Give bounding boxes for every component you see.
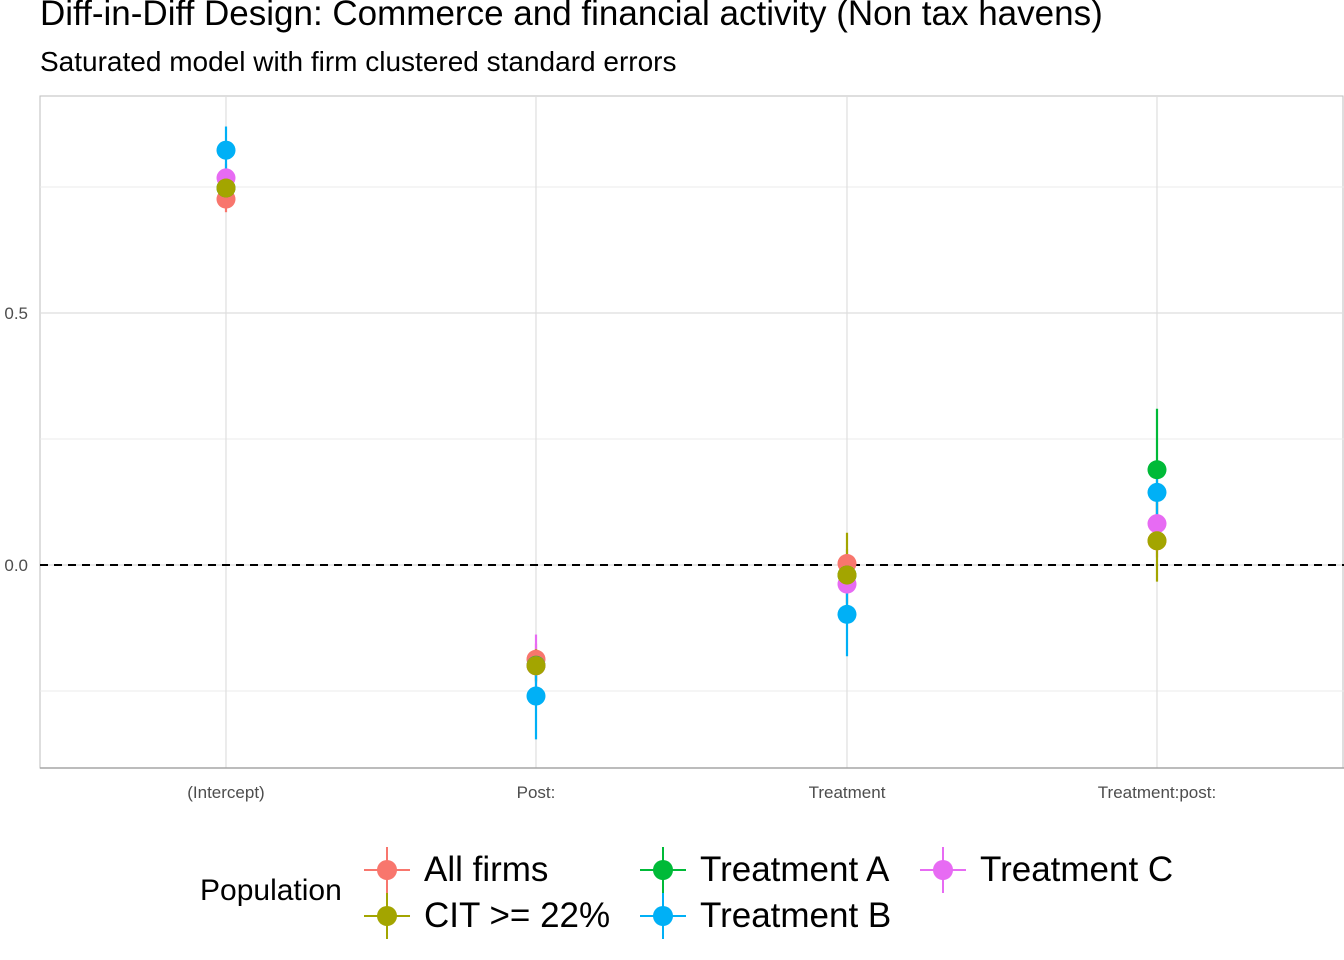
point-estimate [1147, 460, 1167, 480]
legend-item-treatment-b: Treatment B [640, 893, 891, 939]
legend-key-treatment-b [640, 893, 686, 939]
legend-label-treatment-c: Treatment C [980, 850, 1174, 889]
point-estimate [216, 178, 236, 198]
plot-panel [39, 95, 1344, 769]
legend-key-treatment-c [920, 847, 966, 893]
legend-item-treatment-c: Treatment C [920, 847, 1173, 893]
point-estimate [1147, 531, 1167, 551]
legend-item-cit: CIT >= 22% [364, 893, 610, 939]
chart-title: Diff-in-Diff Design: Commerce and financ… [40, 0, 1103, 33]
x-tick-label: (Intercept) [187, 783, 264, 802]
legend-key-cit [364, 893, 410, 939]
point-estimate [526, 656, 546, 676]
legend-key-treatment-a [640, 847, 686, 893]
legend-label-treatment-a: Treatment A [700, 850, 890, 889]
legend-label-cit: CIT >= 22% [424, 896, 611, 935]
legend-label-treatment-b: Treatment B [700, 896, 892, 935]
point-estimate [837, 565, 857, 585]
chart-subtitle: Saturated model with firm clustered stan… [40, 46, 677, 77]
x-tick-label: Treatment [809, 783, 886, 802]
legend-key-all-firms [364, 847, 410, 893]
point-estimate [526, 686, 546, 706]
point-estimate [216, 140, 236, 160]
point-estimate [1147, 514, 1167, 534]
y-tick-label: 0.0 [4, 556, 28, 575]
x-tick-label: Post: [517, 783, 556, 802]
point-estimate [1147, 482, 1167, 502]
legend-item-treatment-a: Treatment A [640, 847, 889, 893]
legend-label-all-firms: All firms [424, 850, 549, 889]
coefficient-plot: 0.0 0.5 (Intercept) Post: Treatment Treatment… [4, 95, 1344, 802]
point-estimate [837, 604, 857, 624]
legend-item-all-firms: All firms [364, 847, 548, 893]
y-tick-label: 0.5 [4, 304, 28, 323]
x-tick-label: Treatment:post: [1098, 783, 1216, 802]
legend-title: Population [200, 874, 342, 907]
